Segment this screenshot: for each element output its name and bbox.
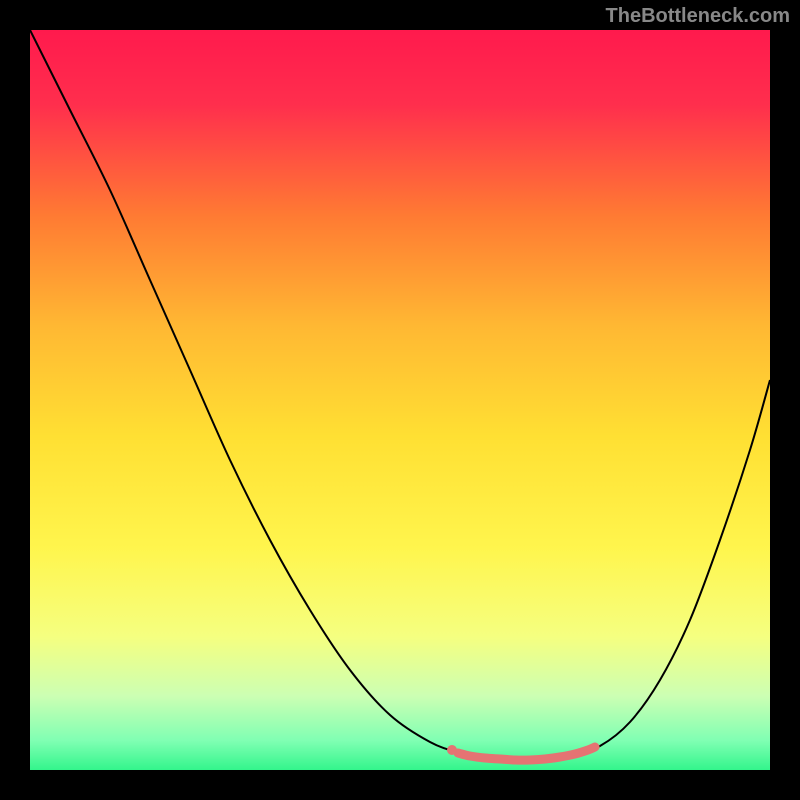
watermark-text: TheBottleneck.com: [606, 5, 790, 28]
chart-plot-area: [30, 30, 770, 770]
highlight-curve: [458, 747, 595, 760]
curve-layer: [30, 30, 770, 770]
highlight-dots: [447, 745, 457, 755]
main-curve: [30, 30, 770, 760]
